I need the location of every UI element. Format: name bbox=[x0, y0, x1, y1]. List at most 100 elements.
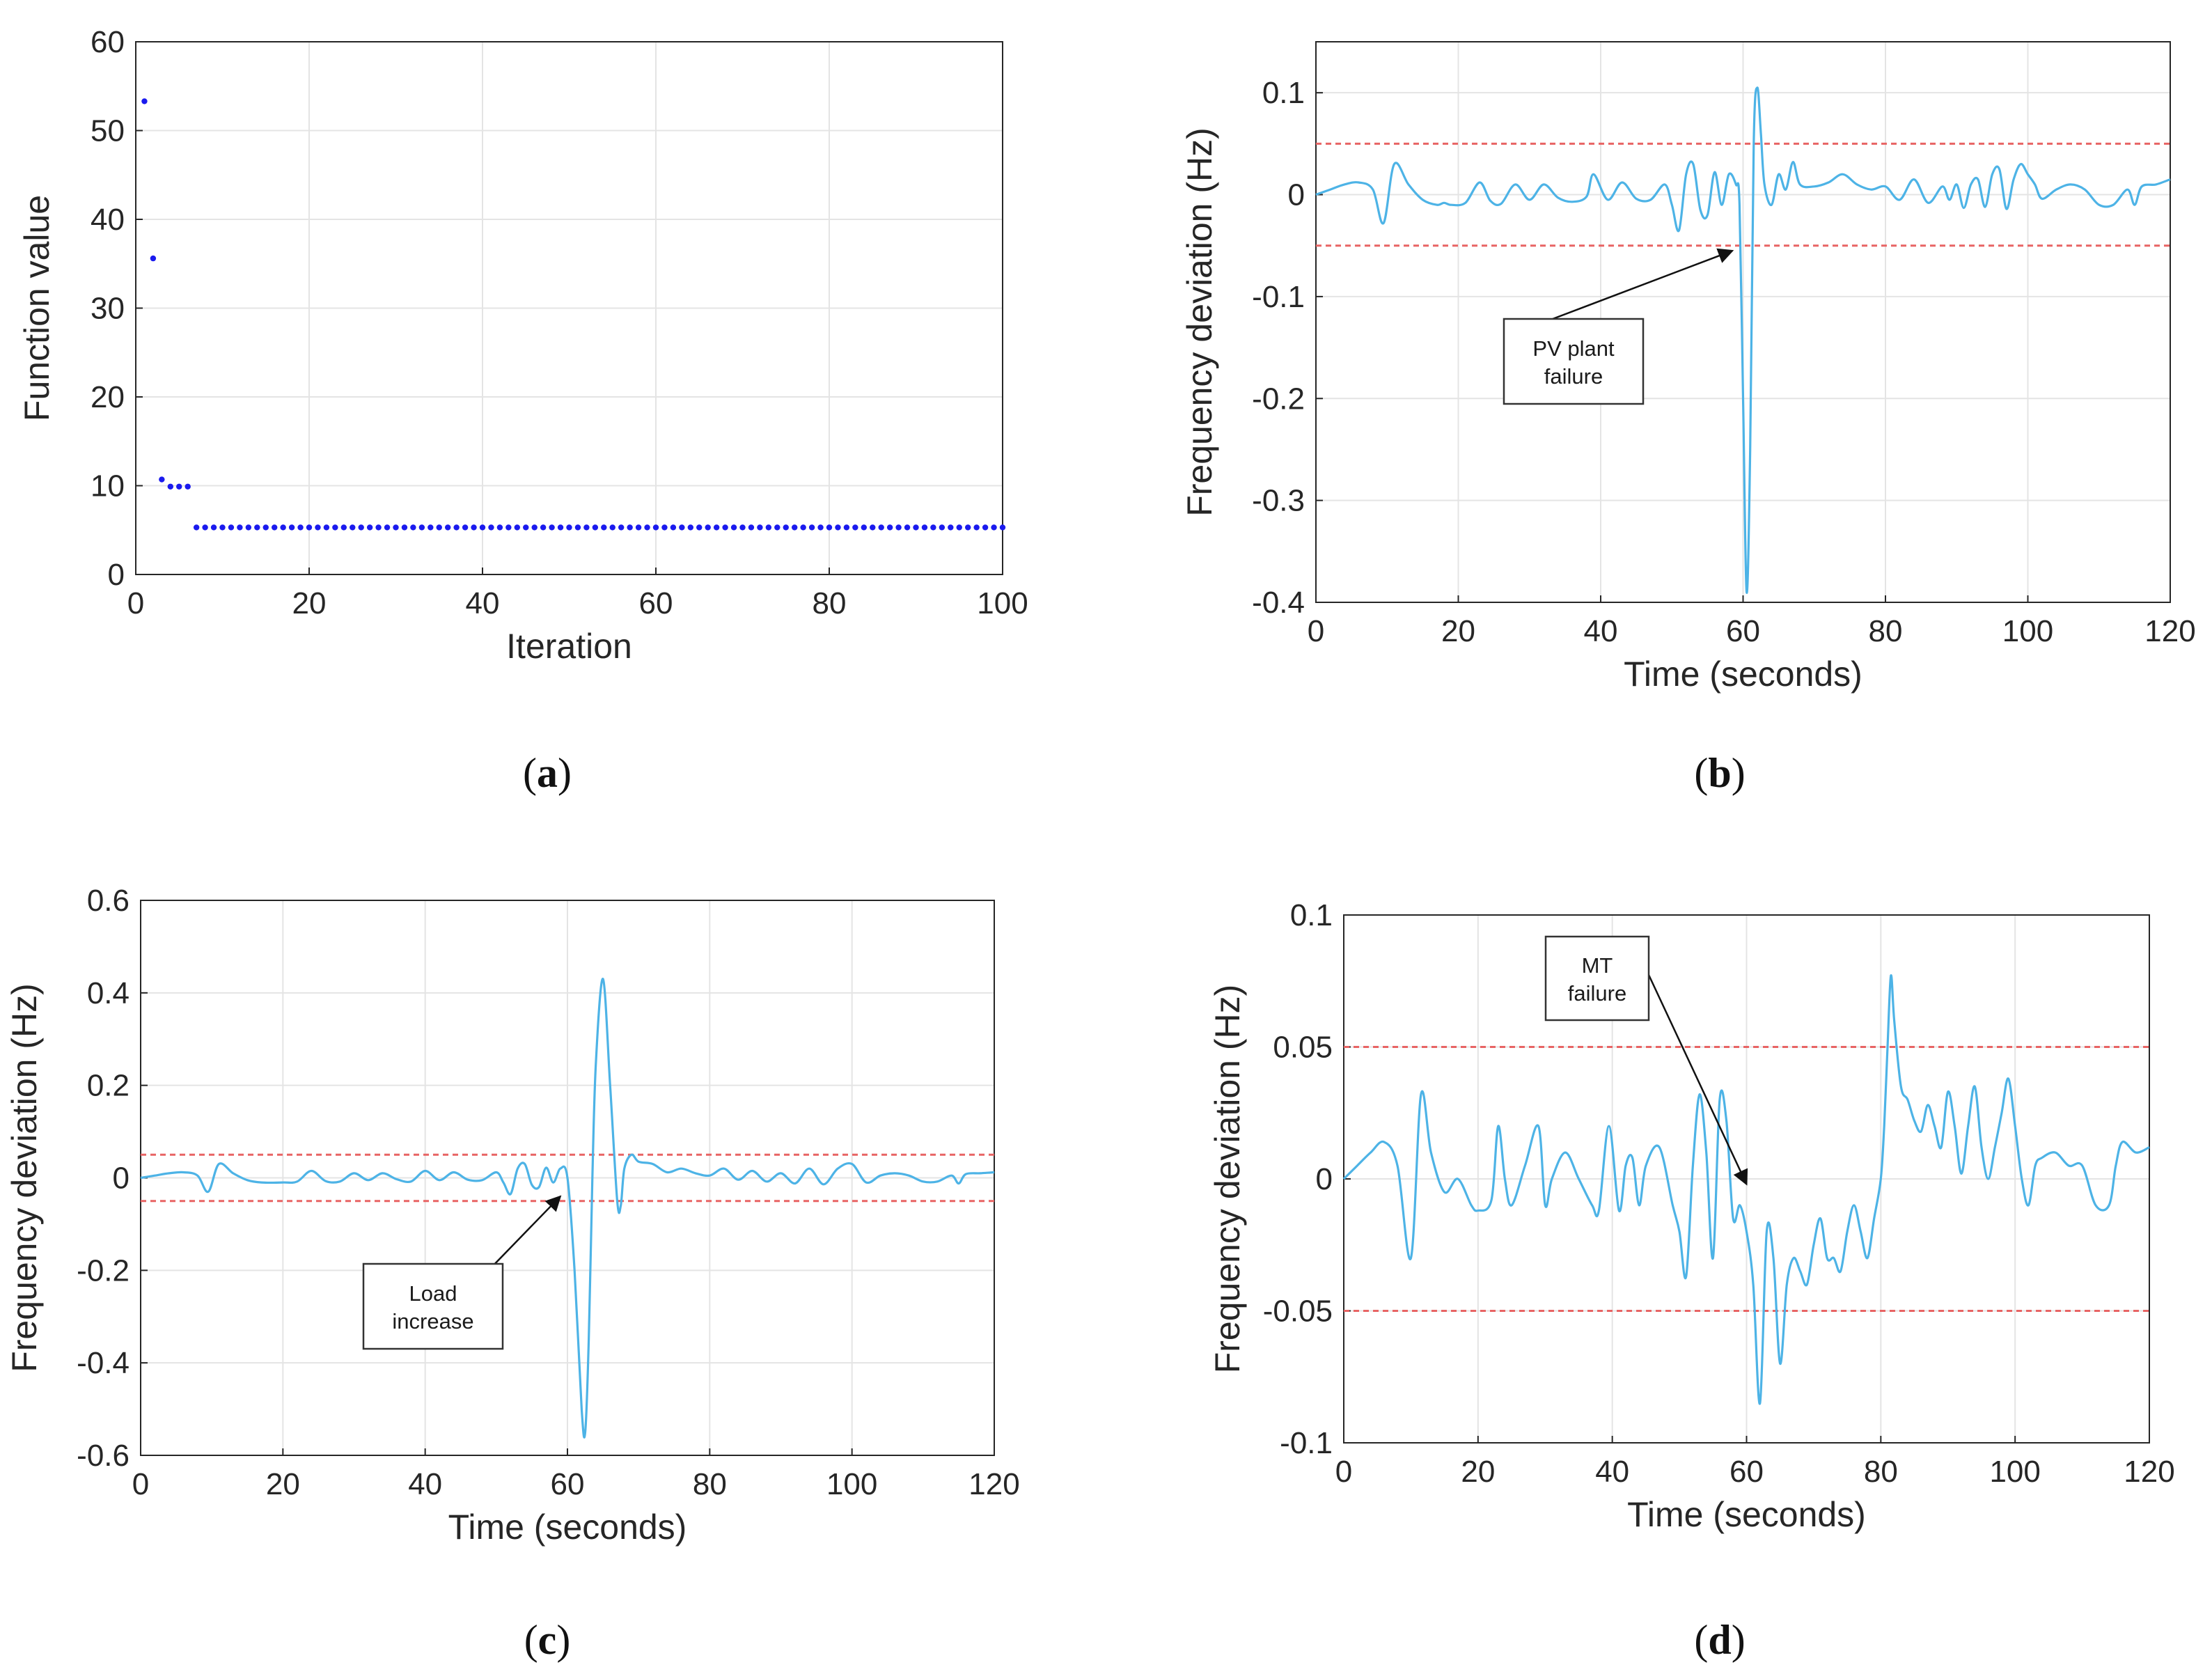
panel-d-mt-failure-chart: 0 20 40 60 80 100 120 -0.1 -0.05 0 0.05 0.1 Time (se… bbox=[1208, 898, 2175, 1534]
data-point bbox=[722, 524, 728, 531]
data-point bbox=[574, 524, 581, 531]
x-tick-label: 0 bbox=[1308, 614, 1324, 648]
data-point bbox=[661, 524, 668, 531]
y-tick-label: 30 bbox=[91, 292, 125, 326]
x-tick-label: 60 bbox=[1726, 614, 1760, 648]
y-axis-label: Function value bbox=[17, 195, 56, 421]
data-point bbox=[982, 524, 989, 531]
annotation-line-2: failure bbox=[1568, 981, 1626, 1006]
data-point bbox=[904, 524, 911, 531]
y-tick-label: 0 bbox=[1288, 178, 1305, 212]
annotation-line-2: increase bbox=[392, 1309, 473, 1333]
data-point bbox=[366, 524, 373, 531]
data-point bbox=[930, 524, 936, 531]
data-point bbox=[870, 524, 876, 531]
y-tick-label: -0.3 bbox=[1252, 484, 1305, 518]
annotation-arrow bbox=[1647, 974, 1748, 1186]
x-tick-label: 40 bbox=[1584, 614, 1618, 648]
data-point bbox=[141, 98, 148, 104]
data-point bbox=[167, 483, 173, 490]
data-point bbox=[306, 524, 313, 531]
y-tick-label: 0.6 bbox=[87, 884, 130, 918]
x-tick-label: 120 bbox=[2144, 614, 2195, 648]
y-tick-label: 0 bbox=[108, 558, 125, 592]
data-point bbox=[800, 524, 806, 531]
x-tick-label: 80 bbox=[693, 1467, 727, 1501]
data-point bbox=[393, 524, 399, 531]
data-point bbox=[332, 524, 338, 531]
data-point bbox=[185, 483, 191, 490]
data-point bbox=[705, 524, 711, 531]
y-tick-label: -0.1 bbox=[1252, 280, 1305, 314]
data-point bbox=[687, 524, 693, 531]
caption-a: (a) bbox=[523, 750, 572, 796]
data-point bbox=[861, 524, 868, 531]
data-point bbox=[557, 524, 564, 531]
data-point bbox=[652, 524, 659, 531]
data-point bbox=[939, 524, 946, 531]
y-tick-label: -0.1 bbox=[1280, 1426, 1333, 1460]
data-point bbox=[627, 524, 633, 531]
y-tick-label: -0.2 bbox=[1252, 382, 1305, 416]
x-tick-label: 100 bbox=[826, 1467, 877, 1501]
y-tick-label: 0 bbox=[113, 1161, 130, 1196]
data-point bbox=[288, 524, 295, 531]
data-point bbox=[792, 524, 798, 531]
data-point bbox=[272, 524, 278, 531]
data-point bbox=[765, 524, 772, 531]
x-tick-label: 80 bbox=[813, 586, 847, 620]
data-point bbox=[297, 524, 304, 531]
x-axis-label: Iteration bbox=[506, 627, 632, 666]
data-point bbox=[219, 524, 226, 531]
axes-frame-a bbox=[135, 41, 1003, 575]
y-tick-label: 0 bbox=[1316, 1162, 1333, 1196]
y-tick-label: 0.2 bbox=[87, 1069, 130, 1103]
y-tick-label: 0.1 bbox=[1262, 76, 1305, 110]
annotation-arrow bbox=[1552, 248, 1734, 320]
x-tick-label: 120 bbox=[968, 1467, 1019, 1501]
data-point bbox=[670, 524, 677, 531]
x-axis-label: Time (seconds) bbox=[1624, 655, 1862, 694]
data-point bbox=[817, 524, 824, 531]
data-point bbox=[254, 524, 260, 531]
data-point bbox=[350, 524, 356, 531]
annotation-box bbox=[1503, 318, 1645, 405]
data-point bbox=[566, 524, 572, 531]
x-tick-label: 60 bbox=[1729, 1455, 1764, 1489]
data-point bbox=[315, 524, 321, 531]
data-point bbox=[488, 524, 494, 531]
x-tick-label: 60 bbox=[639, 586, 673, 620]
data-point bbox=[618, 524, 625, 531]
annotation-box bbox=[362, 1262, 504, 1350]
y-tick-label: -0.2 bbox=[77, 1253, 130, 1288]
x-tick-label: 120 bbox=[2124, 1455, 2174, 1489]
data-point bbox=[635, 524, 642, 531]
y-tick-label: 40 bbox=[91, 203, 125, 237]
y-axis-label: Frequency deviation (Hz) bbox=[1208, 985, 1247, 1374]
data-point bbox=[921, 524, 928, 531]
data-point bbox=[410, 524, 416, 531]
data-point bbox=[835, 524, 841, 531]
data-point bbox=[973, 524, 980, 531]
data-point bbox=[462, 524, 469, 531]
annotation-arrow bbox=[487, 1195, 562, 1272]
data-point bbox=[956, 524, 962, 531]
x-tick-label: 0 bbox=[1335, 1455, 1352, 1489]
data-point bbox=[886, 524, 893, 531]
x-tick-label: 0 bbox=[127, 586, 144, 620]
data-point bbox=[774, 524, 781, 531]
y-tick-label: 60 bbox=[91, 25, 125, 59]
data-point bbox=[262, 524, 269, 531]
data-point bbox=[713, 524, 720, 531]
y-tick-label: 0.05 bbox=[1273, 1031, 1333, 1065]
caption-d: (d) bbox=[1694, 1617, 1745, 1663]
data-point bbox=[609, 524, 615, 531]
data-point bbox=[826, 524, 833, 531]
data-point bbox=[453, 524, 460, 531]
data-point bbox=[808, 524, 815, 531]
y-tick-label: 10 bbox=[91, 469, 125, 503]
data-point bbox=[540, 524, 547, 531]
data-point bbox=[479, 524, 486, 531]
caption-b: (b) bbox=[1694, 750, 1745, 796]
